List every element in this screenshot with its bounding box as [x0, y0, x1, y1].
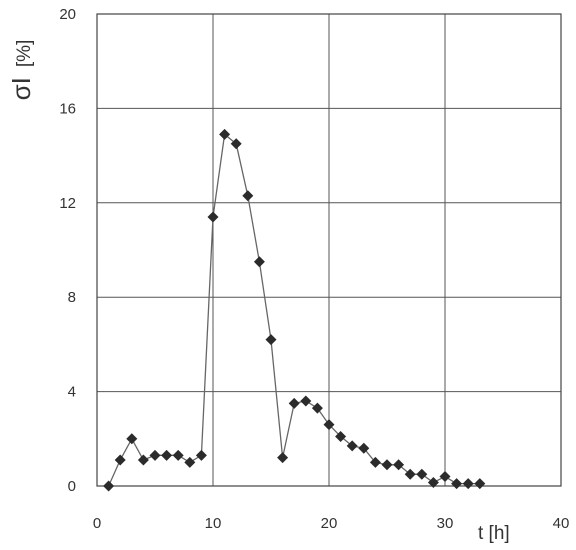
x-tick-label: 0	[93, 515, 101, 532]
data-point	[184, 456, 196, 468]
x-tick-label: 20	[321, 515, 338, 532]
data-point	[451, 478, 463, 490]
data-markers	[103, 128, 486, 492]
data-point	[439, 471, 451, 483]
data-point	[126, 433, 138, 445]
data-point	[161, 449, 173, 461]
data-point	[103, 480, 115, 492]
data-point	[416, 468, 428, 480]
data-point	[149, 449, 161, 461]
data-point	[288, 397, 300, 409]
y-tick-label: 12	[59, 195, 76, 212]
data-point	[300, 395, 312, 407]
data-point	[335, 430, 347, 442]
grid	[97, 14, 561, 486]
data-point	[195, 449, 207, 461]
y-tick-label: 20	[59, 6, 76, 23]
y-tick-label: 0	[68, 478, 76, 495]
data-point	[207, 211, 219, 223]
y-tick-label: 8	[68, 289, 76, 306]
x-tick-label: 40	[553, 515, 570, 532]
y-axis-label: σI [%]	[6, 40, 36, 101]
data-point	[219, 128, 231, 140]
series-line	[108, 133, 480, 487]
data-point	[346, 440, 358, 452]
data-point	[393, 459, 405, 471]
data-point	[242, 190, 254, 202]
data-point	[462, 478, 474, 490]
data-point	[427, 476, 439, 488]
data-point	[323, 419, 335, 431]
data-point	[114, 454, 126, 466]
data-point	[277, 452, 289, 464]
x-tick-label: 30	[437, 515, 454, 532]
plot-frame	[96, 13, 562, 487]
x-tick-labels: 0 10 20 30 40	[93, 515, 570, 532]
y-tick-label: 16	[59, 100, 76, 117]
y-axis-symbol: σI	[6, 77, 36, 100]
data-point	[253, 256, 265, 268]
data-point	[265, 334, 277, 346]
data-point	[172, 449, 184, 461]
data-point	[474, 478, 486, 490]
y-tick-label: 4	[68, 384, 76, 401]
data-point	[230, 138, 242, 150]
data-point	[358, 442, 370, 454]
x-axis-label: t [h]	[478, 523, 510, 544]
data-point	[404, 468, 416, 480]
data-point	[381, 459, 393, 471]
y-tick-labels: 0 4 8 12 16 20	[59, 6, 76, 495]
data-point	[311, 402, 323, 414]
x-tick-label: 10	[205, 515, 222, 532]
data-point	[369, 456, 381, 468]
y-axis-unit: [%]	[14, 40, 35, 67]
data-point	[137, 454, 149, 466]
